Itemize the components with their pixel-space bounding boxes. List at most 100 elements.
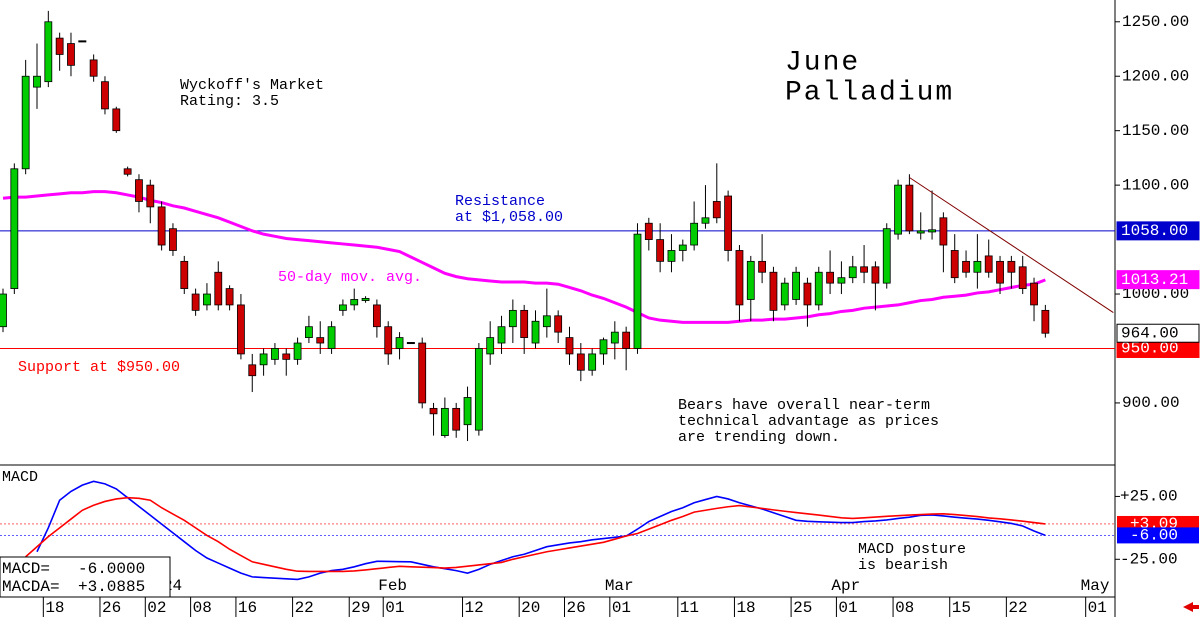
candle-body	[542, 315, 551, 328]
candle-body	[554, 315, 563, 333]
candle-body	[1030, 282, 1038, 306]
candle-body	[905, 184, 914, 232]
annotation: Wyckoff's Market	[180, 77, 324, 94]
candle-body	[622, 331, 631, 349]
annotation: Rating: 3.5	[180, 93, 279, 110]
candle-body	[463, 397, 472, 426]
price-tag-label: 1013.21	[1121, 271, 1188, 289]
candle-body	[384, 326, 393, 355]
candle-body	[112, 108, 121, 132]
x-tick-label: 18	[45, 599, 64, 617]
candle-body	[939, 217, 948, 246]
candle-body	[214, 271, 223, 306]
y-tick-label: 1100.00	[1122, 176, 1189, 194]
x-tick-label: 20	[521, 599, 540, 617]
price-tag	[1116, 323, 1200, 343]
x-tick-label: 26	[567, 599, 586, 617]
y-tick-label: 900.00	[1122, 394, 1180, 412]
month-label: Feb	[378, 577, 407, 595]
candle-body	[871, 266, 880, 284]
candle-body	[973, 260, 982, 273]
month-label: Mar	[605, 577, 634, 595]
candle-body	[735, 250, 744, 306]
candle-body	[237, 304, 245, 355]
candle-body	[169, 228, 177, 251]
candle-body	[157, 206, 166, 246]
x-tick-label: 08	[895, 599, 914, 617]
candle-body	[486, 337, 495, 355]
y-tick-label: 1150.00	[1122, 122, 1189, 140]
macd-label: MACD	[2, 469, 38, 486]
price-tag-label: 1058.00	[1121, 222, 1188, 240]
month-label: Apr	[831, 577, 860, 595]
y-tick-label: +25.00	[1120, 488, 1178, 506]
candle-body	[996, 260, 1004, 284]
legend-value: -6.0000	[78, 560, 145, 578]
x-tick-label: 22	[1008, 599, 1027, 617]
candle-body	[452, 407, 461, 431]
candle-body	[55, 37, 64, 55]
candle-body	[338, 304, 347, 311]
x-tick-label: 08	[193, 599, 212, 617]
candle-body	[860, 266, 868, 273]
candle-body	[701, 217, 710, 224]
candle-body	[0, 293, 7, 328]
candle-body	[916, 230, 925, 234]
candle-body	[644, 222, 653, 240]
candle-body	[678, 244, 687, 251]
x-tick-label: 22	[295, 599, 314, 617]
candle-body	[21, 75, 30, 170]
annotation: Support at $950.00	[18, 359, 180, 376]
x-tick-label: 29	[351, 599, 370, 617]
candle-body	[1041, 309, 1050, 334]
x-tick-label: 11	[680, 599, 699, 617]
candle-body	[372, 304, 381, 328]
annotation: Bears have overall near-term	[678, 397, 930, 414]
candle-body	[429, 407, 438, 415]
legend-name: MACDA=	[2, 578, 60, 596]
candle-body	[305, 326, 313, 338]
candle-body	[610, 331, 619, 344]
candle-body	[746, 260, 755, 300]
candle-body	[667, 250, 676, 262]
candle-body	[826, 271, 834, 284]
legend-name: MACD=	[2, 560, 50, 578]
x-tick-label: 02	[147, 599, 166, 617]
candle-body	[1018, 266, 1027, 289]
candle-body	[565, 337, 574, 355]
candle-body	[180, 260, 189, 289]
candle-body	[769, 271, 778, 311]
annotation: at $1,058.00	[455, 209, 563, 226]
candle-body	[327, 326, 336, 349]
candle-body	[724, 195, 733, 251]
annotation: are trending down.	[678, 429, 840, 446]
candle-body	[690, 222, 699, 246]
price-tag-label: 964.00	[1121, 324, 1179, 342]
candle-body	[248, 364, 257, 377]
candle-body	[10, 168, 19, 289]
x-tick-label: 01	[612, 599, 631, 617]
price-tag-label: 950.00	[1121, 340, 1179, 358]
macd-tag	[1117, 527, 1199, 544]
candle-body	[633, 233, 642, 349]
candle-body	[361, 297, 370, 301]
legend-box	[0, 556, 171, 598]
annotation: MACD posture	[858, 541, 966, 558]
candle-body	[758, 260, 767, 273]
candle-body	[282, 353, 291, 360]
month-label: May	[1081, 577, 1110, 595]
candle-body	[497, 326, 506, 344]
candle-body	[101, 81, 109, 110]
overlay-label: 50-day mov. avg.	[278, 269, 422, 286]
legend-value: +3.0885	[78, 578, 145, 596]
y-tick-label: 1250.00	[1122, 13, 1189, 31]
candle-body	[712, 201, 721, 219]
macd-tag-label: -6.00	[1130, 527, 1178, 545]
candle-body	[146, 184, 155, 208]
trendline	[909, 177, 1114, 313]
x-tick-label: 12	[465, 599, 484, 617]
candle-body	[440, 407, 449, 436]
candle-body	[962, 260, 970, 273]
candle-body	[33, 75, 41, 88]
